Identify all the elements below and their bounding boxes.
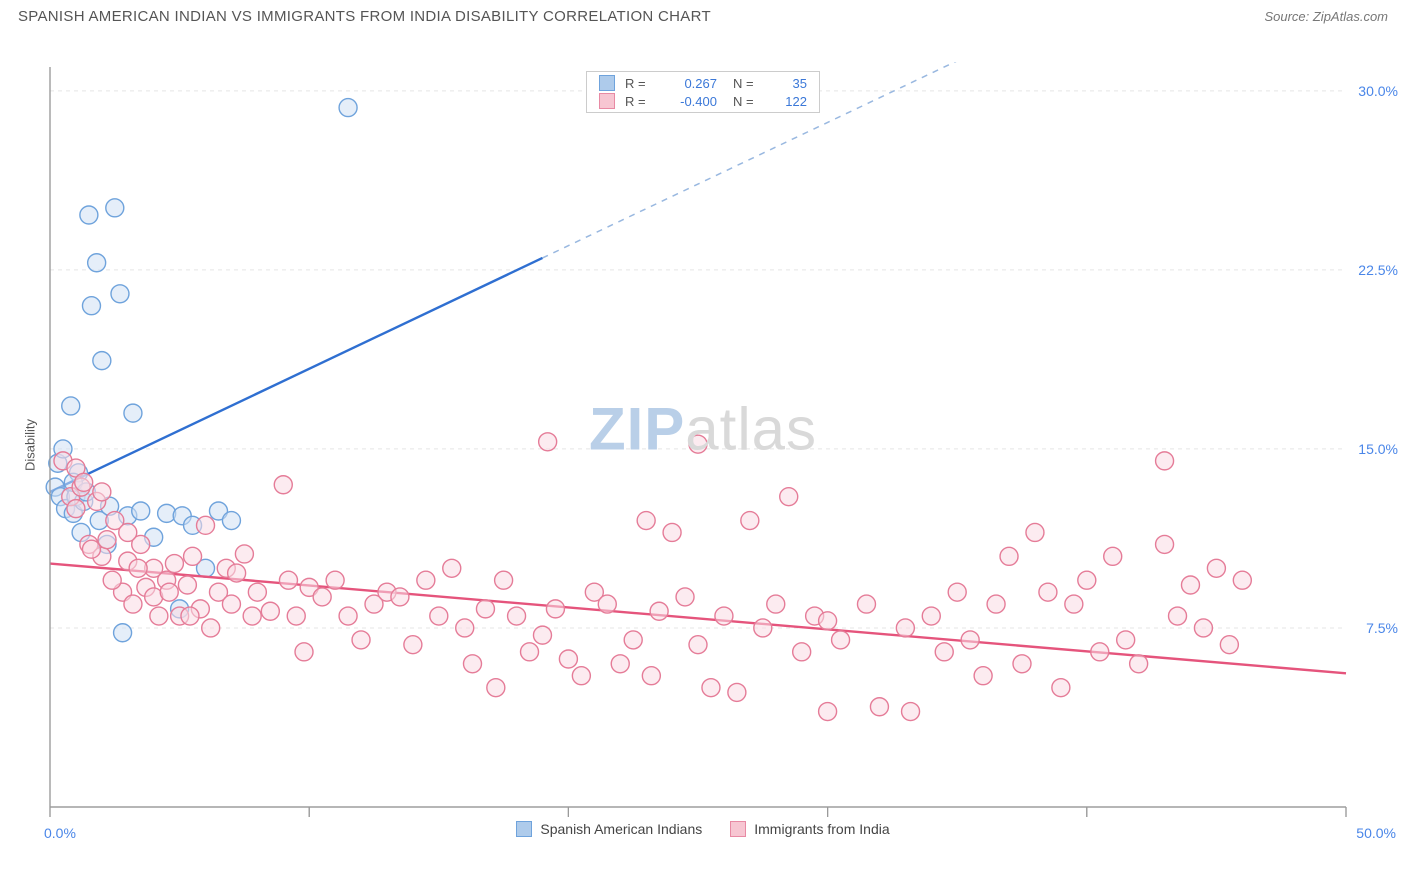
legend-swatch-b-bottom <box>730 821 746 837</box>
n-prefix: N = <box>733 94 761 109</box>
header: SPANISH AMERICAN INDIAN VS IMMIGRANTS FR… <box>0 0 1406 35</box>
n-prefix: N = <box>733 76 761 91</box>
n-value-a: 35 <box>771 76 807 91</box>
legend-swatch-a <box>599 75 615 91</box>
legend-item-b: Immigrants from India <box>730 821 889 837</box>
x-axis-max-label: 50.0% <box>1356 825 1396 841</box>
r-prefix: R = <box>625 94 651 109</box>
chart-title: SPANISH AMERICAN INDIAN VS IMMIGRANTS FR… <box>18 8 711 25</box>
legend-label-b: Immigrants from India <box>754 821 889 837</box>
legend-swatch-a-bottom <box>516 821 532 837</box>
legend-swatch-b <box>599 93 615 109</box>
chart-container: ZIPatlas Disability R = 0.267 N = 35 R =… <box>0 35 1406 855</box>
y-tick-label: 22.5% <box>1358 262 1398 278</box>
r-value-b: -0.400 <box>661 94 717 109</box>
y-axis-label: Disability <box>23 419 38 471</box>
source-credit: Source: ZipAtlas.com <box>1264 9 1388 24</box>
x-axis-min-label: 0.0% <box>44 825 76 841</box>
legend-label-a: Spanish American Indians <box>540 821 702 837</box>
scatter-chart <box>0 35 1406 855</box>
y-tick-label: 15.0% <box>1358 441 1398 457</box>
legend-item-a: Spanish American Indians <box>516 821 702 837</box>
n-value-b: 122 <box>771 94 807 109</box>
correlation-legend: R = 0.267 N = 35 R = -0.400 N = 122 <box>586 71 820 113</box>
r-value-a: 0.267 <box>661 76 717 91</box>
r-prefix: R = <box>625 76 651 91</box>
y-tick-label: 30.0% <box>1358 83 1398 99</box>
legend-row-series-a: R = 0.267 N = 35 <box>587 74 819 92</box>
series-legend: Spanish American Indians Immigrants from… <box>0 821 1406 837</box>
legend-row-series-b: R = -0.400 N = 122 <box>587 92 819 110</box>
y-tick-label: 7.5% <box>1366 620 1398 636</box>
